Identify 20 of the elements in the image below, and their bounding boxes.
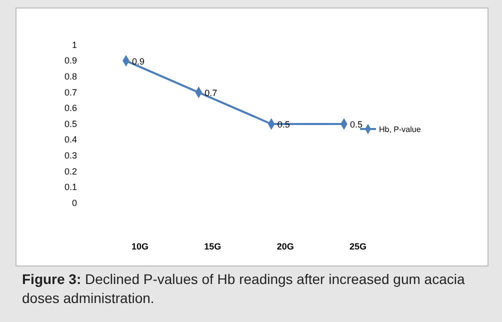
data-label: 0.7	[204, 88, 218, 98]
x-tick-label: 20G	[276, 241, 294, 252]
y-tick-label: 0.2	[64, 166, 77, 176]
data-label: 0.9	[132, 56, 145, 66]
legend-label: Hb, P-value	[379, 125, 422, 134]
data-label: 0.5	[350, 120, 363, 130]
y-tick-label: 0.3	[64, 150, 77, 160]
y-tick-label: 0.8	[64, 71, 77, 82]
y-tick-label: 0.6	[64, 103, 77, 114]
y-tick-label: 0.5	[64, 118, 77, 129]
x-tick-label: 10G	[131, 241, 149, 252]
y-tick-label: 0.9	[64, 56, 77, 66]
y-tick-label: 0.4	[64, 134, 77, 145]
y-tick-label: 0.1	[64, 182, 77, 192]
caption: Figure 3: Declined P-values of Hb readings after increased gum acacia doses administration.	[22, 271, 465, 306]
x-tick-label: 25G	[349, 241, 367, 252]
y-tick-label: 0	[72, 198, 77, 208]
y-tick-label: 0.7	[64, 87, 77, 98]
x-tick-label: 15G	[204, 241, 222, 252]
y-tick-label: 1	[72, 40, 77, 50]
